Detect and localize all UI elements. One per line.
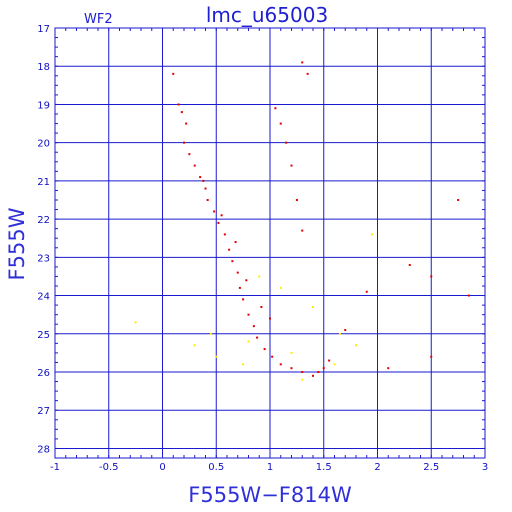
data-point — [247, 313, 250, 316]
data-point — [279, 363, 282, 366]
data-point — [290, 367, 293, 370]
data-points-red — [172, 61, 470, 377]
y-tick-label: 24 — [37, 292, 50, 303]
data-point — [185, 122, 188, 125]
data-point — [245, 279, 248, 282]
data-point — [236, 271, 239, 274]
data-point — [338, 332, 341, 335]
data-point — [204, 187, 207, 190]
data-point — [279, 122, 282, 125]
data-point — [269, 317, 271, 320]
data-point — [301, 61, 304, 64]
data-point — [242, 298, 245, 301]
data-point — [215, 355, 218, 358]
x-tick-label: 3 — [482, 462, 488, 473]
data-point — [193, 344, 196, 347]
x-axis-ticks: -1 -0.5 0 0.5 1 1.5 2 2.5 3 — [50, 28, 488, 473]
y-tick-label: 27 — [37, 406, 50, 417]
data-point — [258, 275, 261, 278]
data-point — [306, 72, 309, 75]
data-point — [430, 355, 433, 358]
data-point — [260, 306, 263, 309]
data-point — [344, 328, 347, 331]
data-point — [202, 179, 205, 182]
data-point — [365, 290, 368, 293]
data-point — [301, 229, 304, 232]
x-tick-label: 2 — [374, 462, 380, 473]
data-point — [328, 359, 331, 362]
data-point — [333, 363, 336, 366]
data-point — [408, 263, 411, 266]
data-point — [231, 260, 234, 263]
data-point — [193, 164, 196, 167]
y-tick-label: 26 — [37, 368, 50, 379]
data-points-yellow — [134, 233, 374, 381]
data-point — [247, 340, 250, 343]
data-point — [301, 378, 304, 381]
data-point — [213, 210, 216, 213]
data-point — [172, 72, 175, 75]
x-tick-label: 1 — [267, 462, 273, 473]
data-point — [252, 325, 255, 328]
data-point — [209, 332, 212, 335]
y-tick-label: 23 — [37, 253, 50, 264]
data-point — [177, 103, 180, 106]
y-tick-label: 21 — [37, 177, 50, 188]
y-tick-label: 22 — [37, 215, 50, 226]
data-point — [467, 294, 470, 297]
x-tick-label: 0.5 — [208, 462, 224, 473]
data-point — [206, 199, 209, 201]
data-point — [290, 351, 293, 354]
grid-lines — [55, 27, 485, 458]
data-point — [279, 286, 282, 289]
data-point — [457, 199, 460, 201]
data-point — [188, 153, 191, 156]
x-tick-label: 1.5 — [316, 462, 332, 473]
data-point — [256, 336, 259, 339]
y-tick-label: 17 — [37, 24, 50, 35]
y-tick-label: 20 — [37, 139, 50, 150]
data-point — [220, 214, 223, 217]
data-point — [271, 355, 274, 358]
data-point — [312, 374, 314, 377]
y-tick-label: 19 — [37, 100, 50, 111]
data-point — [217, 221, 220, 224]
data-point — [322, 367, 325, 370]
y-tick-label: 25 — [37, 330, 50, 341]
data-point — [228, 248, 231, 251]
data-point — [290, 164, 293, 167]
y-axis-title: F555W — [5, 207, 29, 280]
data-point — [180, 111, 183, 114]
x-tick-label: -0.5 — [99, 462, 119, 473]
data-point — [301, 371, 304, 373]
data-point — [183, 141, 185, 144]
x-tick-label: -1 — [50, 462, 60, 473]
data-point — [199, 176, 202, 179]
data-point — [317, 371, 320, 373]
data-point — [238, 286, 241, 289]
data-point — [223, 233, 226, 236]
data-point — [242, 363, 245, 366]
y-tick-label: 28 — [37, 444, 50, 455]
data-point — [387, 367, 390, 370]
data-point — [263, 348, 266, 351]
data-point — [285, 141, 288, 144]
x-tick-label: 2.5 — [423, 462, 439, 473]
data-point — [234, 241, 237, 244]
data-point — [355, 344, 357, 347]
y-axis-ticks: 17 18 19 20 21 22 23 24 25 26 27 28 — [37, 24, 485, 459]
y-tick-label: 18 — [37, 62, 50, 73]
x-tick-label: 0 — [159, 462, 165, 473]
data-point — [274, 107, 277, 110]
chart-title: lmc_u65003 — [206, 3, 328, 27]
x-axis-title: F555W−F814W — [188, 483, 352, 507]
chart-subtitle: WF2 — [84, 12, 113, 27]
data-point — [430, 275, 433, 278]
data-point — [312, 306, 314, 309]
data-point — [371, 233, 374, 236]
data-point — [134, 321, 137, 324]
data-point — [295, 199, 298, 201]
